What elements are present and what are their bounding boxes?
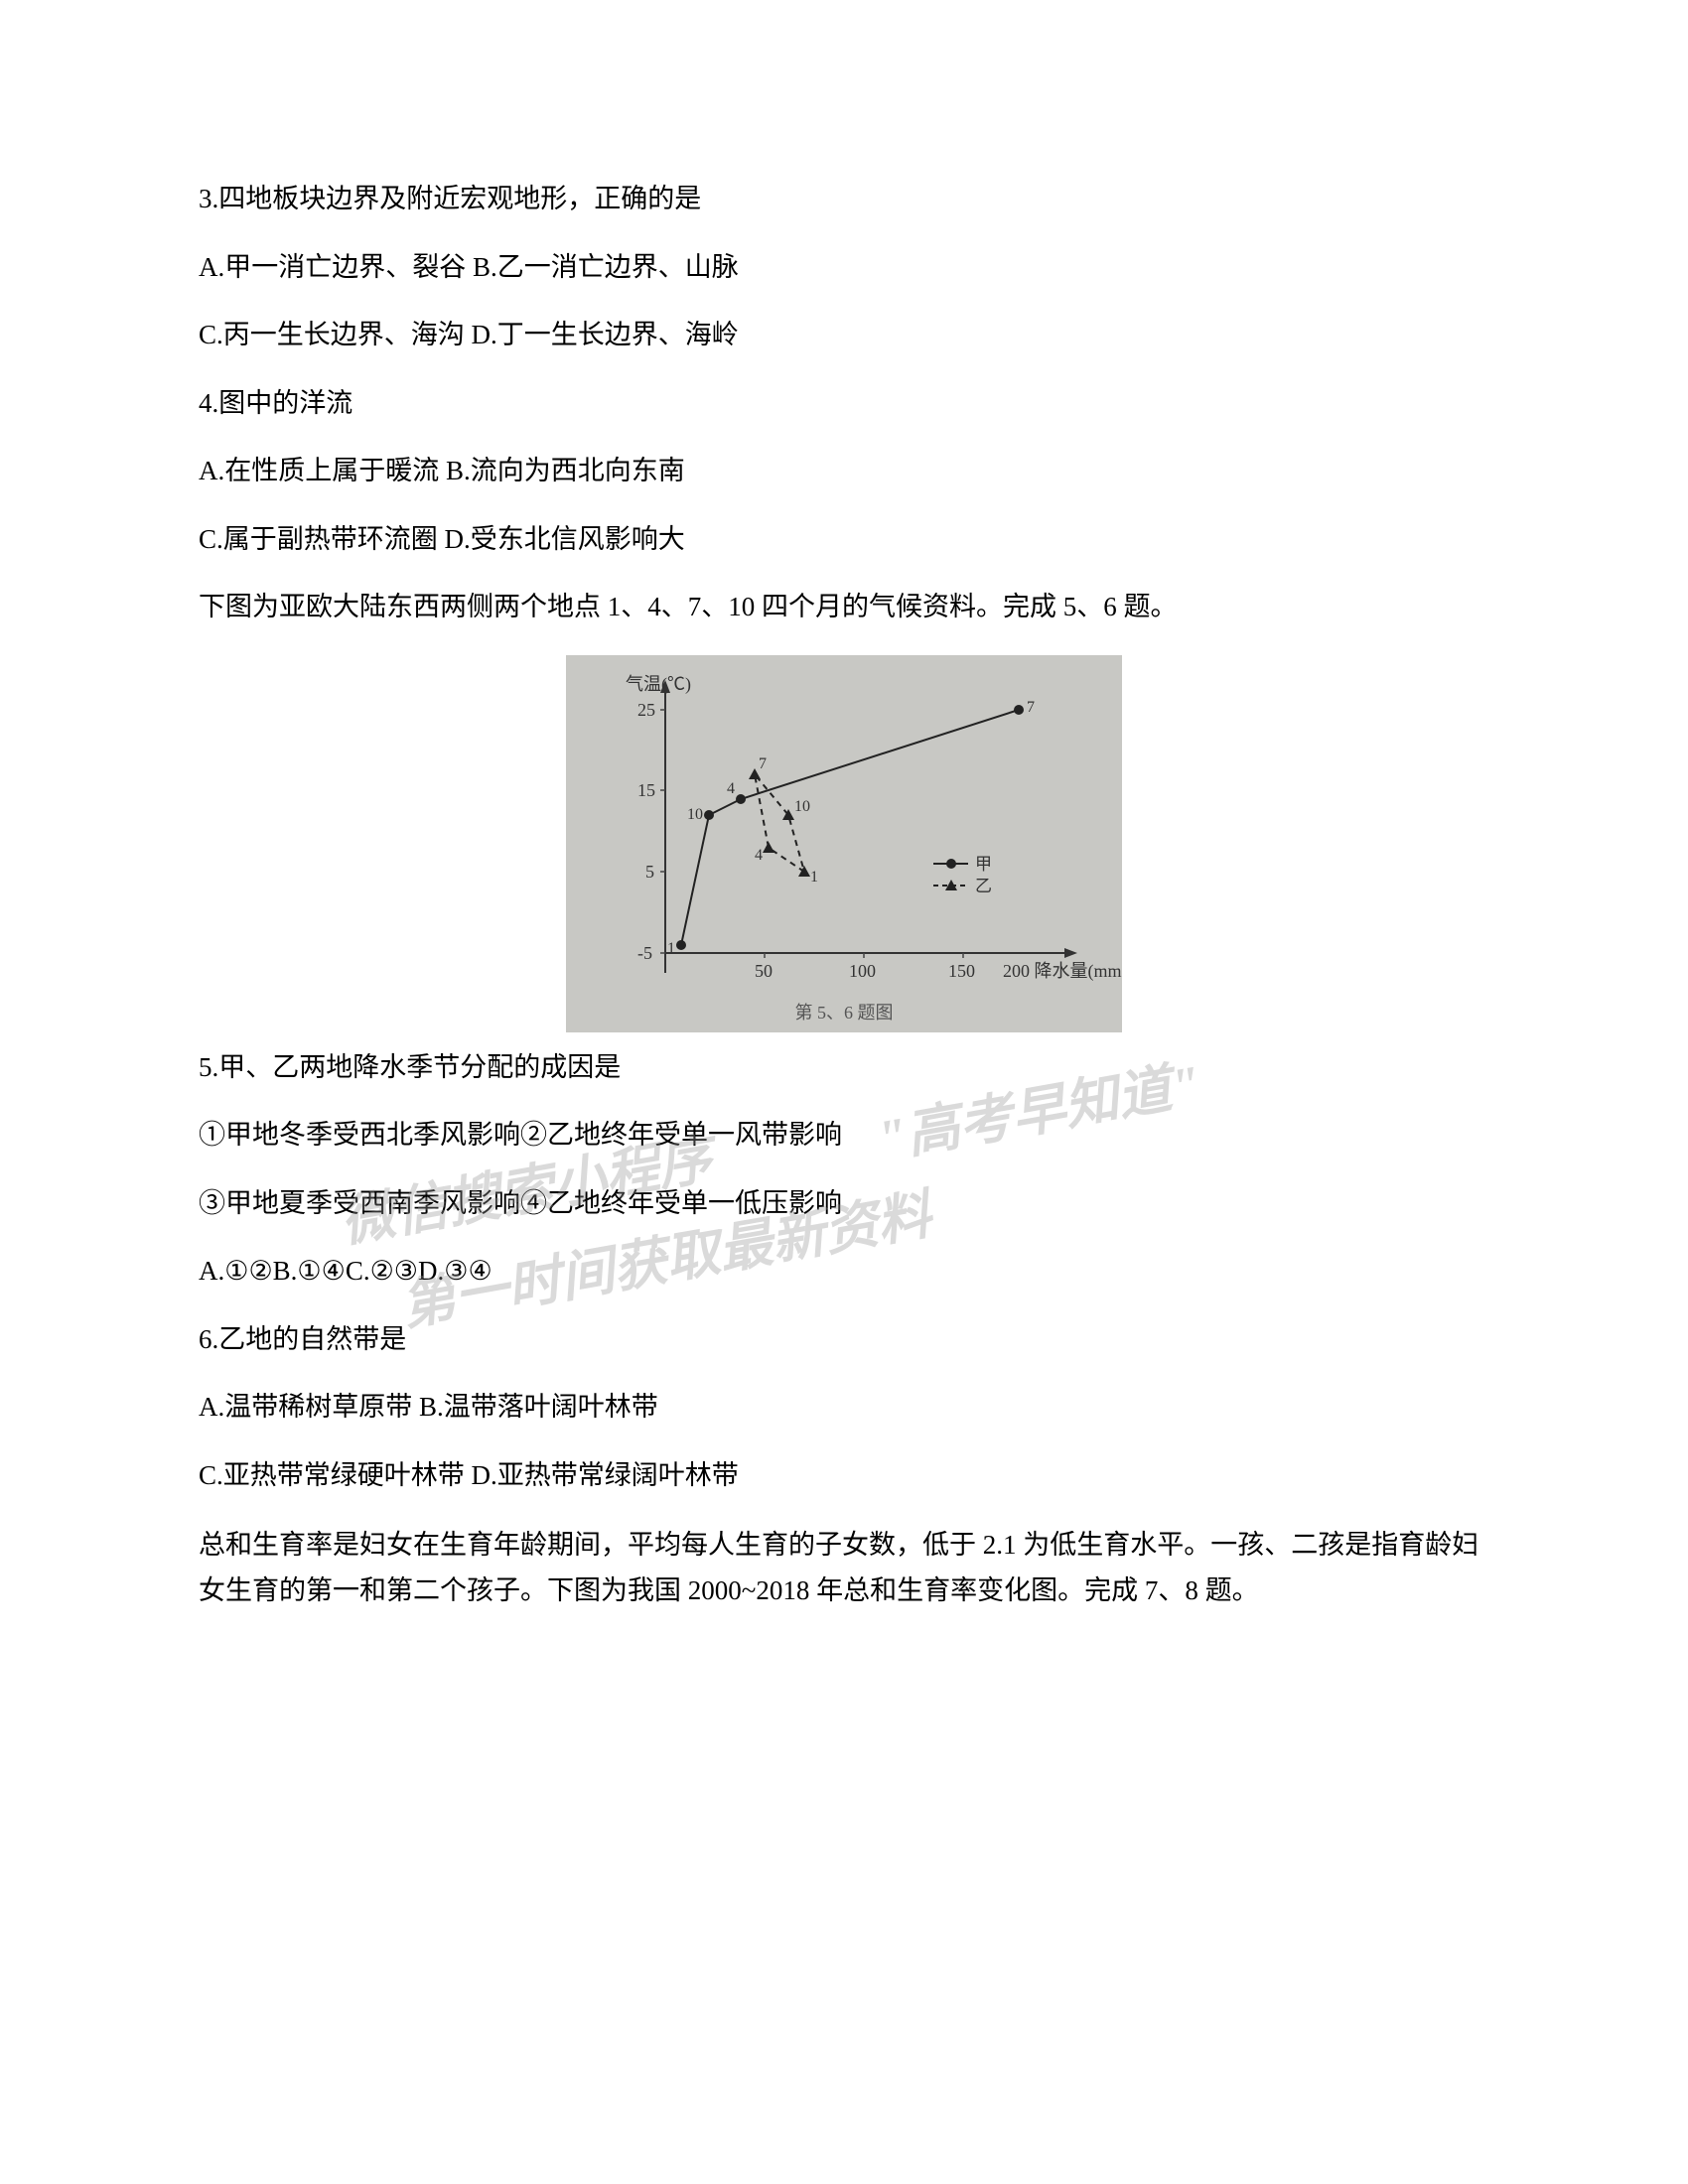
y-tick-label: -5 xyxy=(637,943,652,963)
q5-statement-1: ①甲地冬季受西北季风影响②乙地终年受单一风带影响 xyxy=(199,1115,1489,1156)
point-label: 10 xyxy=(794,798,810,815)
point-label: 4 xyxy=(755,847,763,864)
legend-yi-label: 乙 xyxy=(975,877,992,895)
y-axis-label: 气温(℃) xyxy=(626,674,691,695)
y-tick-label: 25 xyxy=(637,700,655,720)
passage-5-6: 下图为亚欧大陆东西两侧两个地点 1、4、7、10 四个月的气候资料。完成 5、6… xyxy=(199,587,1489,627)
series-jia-point xyxy=(704,810,714,820)
point-label: 1 xyxy=(810,869,818,886)
series-jia-point xyxy=(676,940,686,950)
climate-chart-svg: 气温(℃) -5 5 15 25 50 100 150 200 降水量(mm) … xyxy=(566,655,1122,1032)
series-jia-line xyxy=(681,710,1019,945)
series-yi-point xyxy=(798,866,810,877)
x-tick-label: 50 xyxy=(755,961,773,981)
passage-7-8: 总和生育率是妇女在生育年龄期间，平均每人生育的子女数，低于 2.1 为低生育水平… xyxy=(199,1523,1489,1614)
series-jia-point xyxy=(736,794,746,804)
q6-opt-cd: C.亚热带常绿硬叶林带 D.亚热带常绿阔叶林带 xyxy=(199,1455,1489,1496)
point-label: 10 xyxy=(687,806,703,823)
q5-statement-2: ③甲地夏季受西南季风影响④乙地终年受单一低压影响 xyxy=(199,1183,1489,1224)
chart-caption: 第 5、6 题图 xyxy=(566,999,1122,1024)
q6-stem: 6.乙地的自然带是 xyxy=(199,1319,1489,1360)
series-yi-point xyxy=(763,842,774,853)
q6-opt-ab: A.温带稀树草原带 B.温带落叶阔叶林带 xyxy=(199,1387,1489,1428)
x-axis-end-label: 200 降水量(mm) xyxy=(1003,961,1122,982)
q5-stem: 5.甲、乙两地降水季节分配的成因是 xyxy=(199,1047,1489,1088)
x-tick-label: 150 xyxy=(948,961,975,981)
legend-jia-marker xyxy=(946,859,956,869)
legend-jia-label: 甲 xyxy=(975,855,992,874)
point-label: 4 xyxy=(727,780,735,797)
q5-options: A.①②B.①④C.②③D.③④ xyxy=(199,1251,1489,1292)
y-tick-label: 15 xyxy=(637,780,655,800)
x-axis-arrow xyxy=(1064,948,1077,958)
q4-stem: 4.图中的洋流 xyxy=(199,383,1489,424)
q3-opt-cd: C.丙一生长边界、海沟 D.丁一生长边界、海岭 xyxy=(199,315,1489,355)
series-jia-point xyxy=(1014,705,1024,715)
point-label: 7 xyxy=(759,755,767,772)
x-tick-label: 100 xyxy=(849,961,876,981)
q3-stem: 3.四地板块边界及附近宏观地形，正确的是 xyxy=(199,179,1489,219)
q3-opt-ab: A.甲一消亡边界、裂谷 B.乙一消亡边界、山脉 xyxy=(199,247,1489,288)
q4-opt-cd: C.属于副热带环流圈 D.受东北信风影响大 xyxy=(199,519,1489,560)
climate-chart: 气温(℃) -5 5 15 25 50 100 150 200 降水量(mm) … xyxy=(566,655,1122,1032)
q4-opt-ab: A.在性质上属于暖流 B.流向为西北向东南 xyxy=(199,451,1489,491)
y-tick-label: 5 xyxy=(645,862,654,882)
point-label: 7 xyxy=(1027,699,1035,716)
point-label: 1 xyxy=(667,940,675,957)
